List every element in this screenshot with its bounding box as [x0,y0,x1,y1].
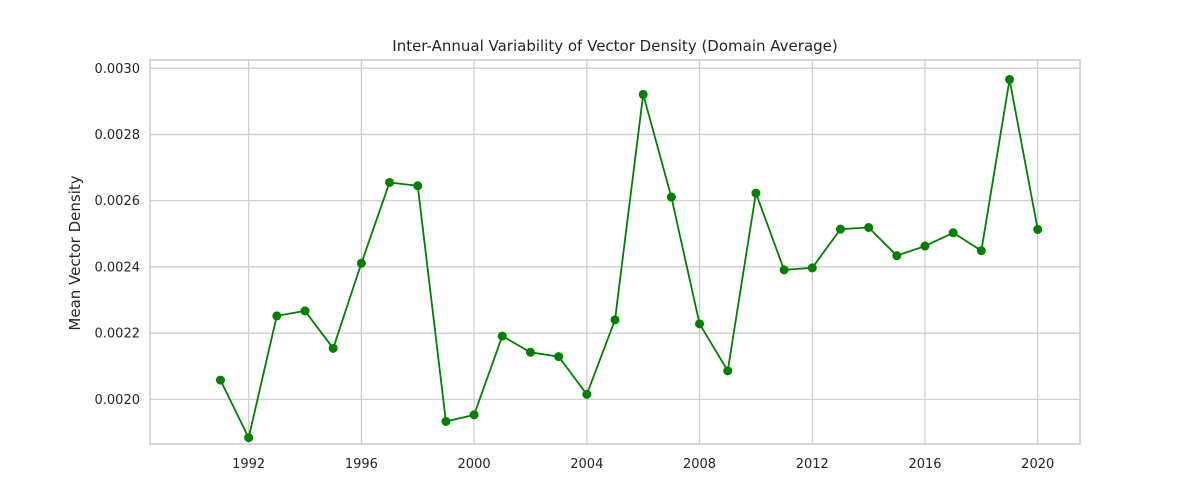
data-point [497,331,507,341]
y-tick-label: 0.0028 [95,128,141,143]
data-point [525,347,535,357]
series-green [215,75,1043,443]
data-point [1005,75,1015,85]
grid [150,60,1080,444]
data-point [695,319,705,329]
data-point [892,251,902,261]
data-point [779,265,789,275]
x-tick-label: 2008 [683,457,716,472]
data-point [751,188,761,198]
y-tick-label: 0.0022 [95,327,141,342]
series-line [219,78,1039,439]
data-point [864,223,874,233]
data-point [300,306,310,316]
plot-border [149,59,1081,445]
x-tick-label: 2004 [570,457,603,472]
x-tick-label: 1992 [232,457,265,472]
x-tick-label: 2012 [796,457,829,472]
data-point [469,410,479,420]
x-tick-label: 2000 [458,457,491,472]
data-point [441,416,451,426]
data-point [356,258,366,268]
y-tick-label: 0.0020 [95,393,141,408]
y-tick-label: 0.0024 [95,260,141,275]
chart-title: Inter-Annual Variability of Vector Densi… [392,37,837,55]
data-point [272,311,282,321]
data-point [723,366,733,376]
data-point [948,228,958,238]
data-point [554,352,564,362]
y-tick-label: 0.0026 [95,194,141,209]
data-point [666,192,676,202]
data-point [244,433,254,443]
data-point [807,263,817,273]
data-point [638,89,648,99]
x-tick-label: 2020 [1021,457,1054,472]
x-tick-label: 1996 [345,457,378,472]
data-point [328,343,338,353]
data-point [582,389,592,399]
data-point [976,246,986,256]
data-point [920,241,930,251]
data-point [835,224,845,234]
y-tick-label: 0.0030 [95,62,141,77]
data-point [215,375,225,385]
x-tick-label: 2016 [908,457,941,472]
plot-frame [149,59,1081,445]
data-point [385,177,395,187]
data-point [610,315,620,325]
data-point [1033,224,1043,234]
data-point [413,181,423,191]
tick-labels: 1992 1996 2000 2004 2008 2012 2016 2020 0.0020 0.… [95,62,1055,472]
y-axis-label: Mean Vector Density [66,175,84,330]
